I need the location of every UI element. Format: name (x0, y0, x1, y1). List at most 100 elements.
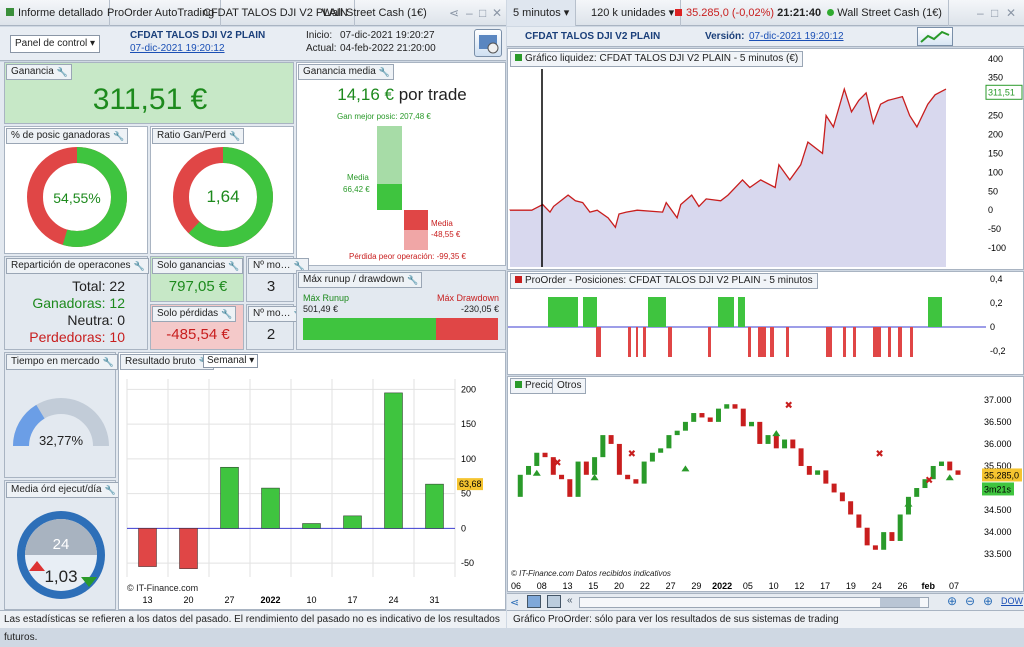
wrench-icon[interactable]: 🔧 (102, 357, 114, 367)
gross-copyright: © IT-Finance.com (127, 583, 199, 593)
candle (897, 514, 903, 541)
others-tab[interactable]: Otros (552, 378, 587, 394)
minimize-icon[interactable]: – (466, 6, 473, 20)
settings-icon[interactable] (474, 29, 502, 57)
candle (559, 474, 565, 480)
settings-icon[interactable] (527, 595, 541, 608)
y-tick-label: 50 (988, 186, 998, 196)
win-pct-donut (27, 147, 127, 247)
x-tick-label: 2022 (260, 595, 280, 605)
y-tick-label: 200 (461, 384, 476, 394)
x-tick-label: 08 (537, 581, 547, 591)
version-link[interactable]: 07-dic-2021 19:20:12 (749, 31, 844, 42)
x-tick-label: 13 (142, 595, 152, 605)
share-icon[interactable]: ⋖ (510, 597, 520, 609)
x-tick-label: 27 (224, 595, 234, 605)
period-select[interactable]: Semanal ▾ (203, 354, 259, 368)
candle (649, 452, 655, 462)
system-date-link[interactable]: 07-dic-2021 19:20:12 (130, 43, 225, 54)
wrench-icon[interactable]: 🔧 (228, 261, 240, 271)
candle (831, 483, 837, 493)
profit-panel: Ganancia 🔧 311,51 € (4, 62, 294, 124)
wrench-icon[interactable]: 🔧 (56, 67, 69, 77)
start-value: 07-dic-2021 19:20:27 (340, 30, 435, 41)
tab-market[interactable]: Wall Street Cash (1€) (322, 7, 427, 19)
y-tick-label: 33.500 (984, 549, 1012, 559)
y-tick-label: 34.000 (984, 527, 1012, 537)
wrench-icon[interactable]: 🔧 (228, 131, 241, 141)
losing-trades: Perdedoras: 10 (29, 329, 125, 345)
wrench-icon[interactable]: 🔧 (378, 67, 391, 77)
wrench-icon[interactable]: 🔧 (133, 261, 145, 271)
maximize-icon[interactable]: □ (479, 6, 487, 20)
candle (575, 461, 581, 497)
bar (425, 483, 444, 529)
minimize-icon[interactable]: – (977, 6, 984, 20)
control-panel-select[interactable]: Panel de control ▾ (10, 35, 101, 53)
tab-system[interactable]: CFDAT TALOS DJI V2 PLAIN (197, 0, 355, 26)
share-icon[interactable]: ⋖ (449, 6, 460, 20)
short-position-bar (628, 327, 631, 357)
entry-marker (532, 469, 541, 476)
short-position-bar (910, 327, 913, 357)
series-icon (515, 381, 522, 388)
short-position-bar (888, 327, 891, 357)
x-tick-label: 2022 (712, 581, 732, 591)
candle (749, 421, 755, 427)
wrench-icon[interactable]: 🔧 (104, 485, 116, 495)
orders-day-label: Media órd ejecut/día 🔧 (6, 482, 120, 498)
units-select[interactable]: 120 k unidades ▾ (585, 0, 682, 26)
solo-losses-panel: Solo pérdidas 🔧 -485,54 € (150, 304, 244, 350)
wrench-icon[interactable]: 🔧 (293, 261, 305, 271)
zoom-fit-icon[interactable]: ⊕ (947, 594, 958, 608)
bar (302, 523, 321, 529)
close-icon[interactable]: ✕ (492, 6, 503, 20)
candle (583, 461, 589, 475)
candle (955, 470, 961, 475)
wrench-icon[interactable]: 🔧 (407, 275, 419, 285)
scroll-left-icon[interactable]: « (567, 595, 573, 606)
profit-label: Ganancia 🔧 (6, 64, 72, 80)
dow-link[interactable]: DOW (1001, 596, 1023, 606)
candle (567, 479, 573, 497)
y-tick-label: -50 (461, 558, 474, 568)
y-tick-label: 150 (461, 419, 476, 429)
equity-area (510, 89, 946, 267)
candle (938, 461, 944, 466)
short-position-bar (770, 327, 774, 357)
tab-autotrading[interactable]: ProOrder AutoTrading (101, 0, 222, 26)
scrollbar-thumb[interactable] (880, 598, 920, 607)
y-tick-label: 0,4 (990, 274, 1003, 284)
close-icon[interactable]: ✕ (1006, 6, 1017, 20)
y-tick-label: 0,2 (990, 298, 1003, 308)
short-position-bar (786, 327, 789, 357)
repartition-panel: Repartición de operacones 🔧 Total: 22 Gan… (4, 256, 149, 350)
price-tab[interactable]: Precio (510, 378, 559, 394)
zoom-in-icon[interactable]: ⊕ (983, 594, 994, 608)
short-position-bar (758, 327, 766, 357)
chart-icon[interactable] (917, 27, 953, 46)
wrench-icon[interactable]: 🔧 (112, 131, 125, 141)
x-tick-label: 27 (666, 581, 676, 591)
horizontal-scrollbar[interactable] (579, 597, 929, 608)
x-tick-label: 31 (429, 595, 439, 605)
entry-marker (945, 474, 954, 481)
candle (517, 474, 523, 497)
short-position-bar (708, 327, 711, 357)
indicator-icon[interactable] (547, 595, 561, 608)
candle (641, 461, 647, 484)
maximize-icon[interactable]: □ (991, 6, 999, 20)
candle (691, 413, 697, 422)
wrench-icon[interactable]: 🔧 (221, 309, 233, 319)
runup-value: 501,49 € (303, 304, 339, 314)
positions-title: ProOrder - Posiciones: CFDAT TALOS DJI V… (510, 273, 818, 289)
zoom-out-icon[interactable]: ⊖ (965, 594, 976, 608)
y-tick-label: 35.500 (984, 461, 1012, 471)
status-bar-right: Gráfico ProOrder: sólo para ver los resu… (507, 610, 1024, 628)
status-bar-left: Las estadísticas se refieren a los datos… (0, 610, 506, 643)
ratio-panel: Ratio Gan/Perd 🔧 1,64 (150, 126, 294, 254)
tab-report[interactable]: Informe detallado (0, 0, 110, 26)
interval-select[interactable]: 5 minutos ▾ (507, 0, 577, 26)
best-bar (377, 126, 402, 184)
runup-title: Máx Runup (303, 293, 350, 303)
